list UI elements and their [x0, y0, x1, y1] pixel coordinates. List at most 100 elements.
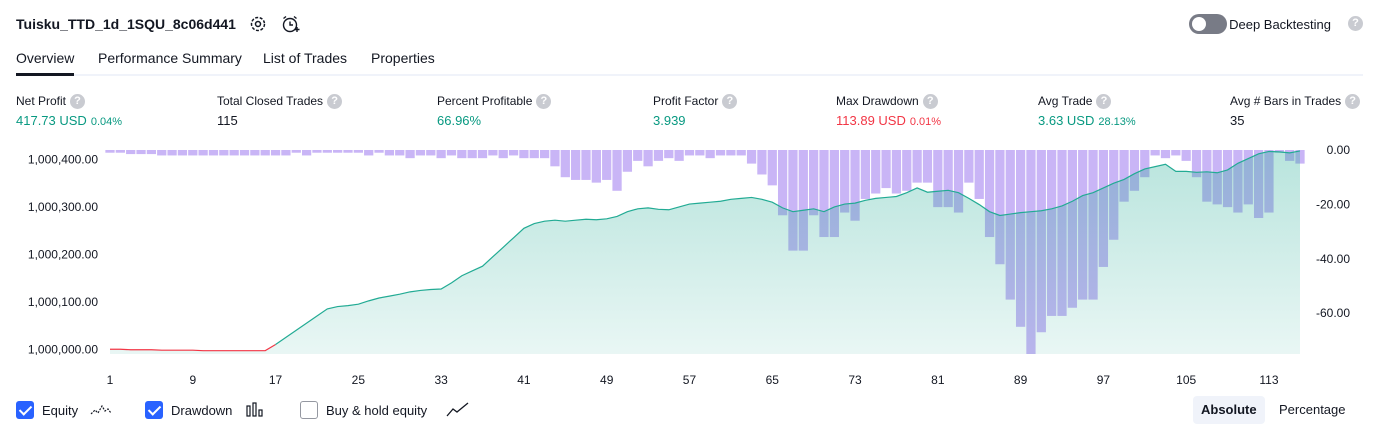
drawdown-bar: [353, 150, 363, 153]
drawdown-bar: [819, 150, 829, 238]
drawdown-bar: [726, 150, 736, 156]
drawdown-bar: [250, 150, 260, 156]
x-tick-label: 105: [1176, 373, 1196, 387]
equity-line: [275, 150, 1301, 346]
x-tick-label: 57: [683, 373, 697, 387]
tab-bar: Overview Performance Summary List of Tra…: [16, 46, 1363, 76]
tab-list-of-trades[interactable]: List of Trades: [263, 50, 348, 66]
drawdown-bar: [1181, 150, 1191, 161]
drawdown-bar: [943, 150, 953, 208]
drawdown-bar: [695, 150, 705, 156]
legend-drawdown[interactable]: Drawdown: [145, 400, 275, 422]
equity-checkbox[interactable]: [16, 401, 34, 419]
y-left-tick-label: 1,000,000.00: [28, 342, 98, 356]
metric-value: 66.96%: [437, 113, 482, 129]
y-left-tick-label: 1,000,400.00: [28, 152, 98, 166]
y-right-tick-label: -20.00: [1316, 197, 1350, 211]
drawdown-bar: [384, 150, 395, 156]
drawdown-bar: [136, 150, 146, 155]
drawdown-bar: [219, 150, 229, 156]
drawdown-bar: [653, 150, 664, 161]
drawdown-bar: [312, 150, 322, 153]
tab-properties[interactable]: Properties: [371, 50, 435, 66]
tab-performance-summary[interactable]: Performance Summary: [98, 50, 242, 66]
legend-label: Buy & hold equity: [326, 403, 428, 418]
drawdown-bar: [829, 150, 839, 238]
metric-max-drawdown: Max Drawdown? 113.89 USD 0.01%: [836, 94, 941, 128]
y-right-tick-label: -60.00: [1316, 306, 1350, 320]
metric-total-closed-trades: Total Closed Trades? 115: [217, 94, 343, 128]
absolute-toggle[interactable]: Absolute: [1193, 396, 1265, 424]
strategy-header: Tuisku_TTD_1d_1SQU_8c06d441 Deep Backtes…: [16, 12, 1363, 38]
metric-percent: 28.13%: [1098, 116, 1136, 129]
drawdown-bar: [550, 150, 560, 167]
metric-net-profit: Net Profit? 417.73 USD 0.04%: [16, 94, 122, 128]
toggle-knob: [1192, 17, 1206, 31]
drawdown-bar: [622, 150, 633, 172]
question-icon[interactable]: ?: [536, 94, 552, 110]
drawdown-bar: [964, 150, 974, 183]
x-tick-label: 113: [1259, 373, 1278, 387]
drawdown-bar: [798, 150, 808, 251]
deep-backtesting-toggle[interactable]: [1189, 14, 1227, 34]
drawdown-bar: [860, 150, 871, 199]
add-alert-clock-icon[interactable]: [281, 14, 301, 34]
x-tick-label: 1: [107, 373, 114, 387]
drawdown-bar: [198, 150, 208, 156]
y-left-tick-label: 1,000,300.00: [28, 200, 98, 214]
drawdown-bar: [674, 150, 684, 161]
drawdown-bar: [974, 150, 984, 199]
drawdown-bar: [571, 150, 581, 180]
x-tick-label: 17: [269, 373, 283, 387]
drawdown-bar: [612, 150, 622, 191]
strategy-title: Tuisku_TTD_1d_1SQU_8c06d441: [16, 16, 236, 32]
drawdown-bar: [529, 150, 539, 159]
metric-value: 113.89 USD: [836, 113, 906, 129]
question-icon[interactable]: ?: [1096, 94, 1112, 110]
equity-line-icon: [90, 401, 112, 424]
drawdown-bar: [643, 150, 653, 167]
metric-percent: 0.01%: [909, 116, 942, 129]
drawdown-bar: [291, 150, 301, 153]
drawdown-bar: [1160, 150, 1171, 159]
drawdown-bar: [1119, 150, 1129, 202]
equity-area: [110, 150, 1301, 354]
metric-label: Percent Profitable: [437, 94, 533, 108]
question-icon[interactable]: ?: [70, 94, 86, 110]
metric-value: 3.939: [653, 113, 686, 129]
percentage-toggle[interactable]: Percentage: [1279, 402, 1346, 417]
drawdown-bar: [364, 150, 374, 156]
drawdown-bar: [664, 150, 674, 159]
y-left-tick-label: 1,000,100.00: [28, 295, 98, 309]
drawdown-checkbox[interactable]: [145, 401, 163, 419]
buy-hold-checkbox[interactable]: [300, 401, 318, 419]
metric-label: Max Drawdown: [836, 94, 919, 108]
x-tick-label: 73: [848, 373, 862, 387]
x-axis: 1 9 17 25 33 41 49 57 65 73 81 89 97 105 113: [107, 373, 1279, 387]
drawdown-bar: [684, 150, 695, 156]
question-icon[interactable]: ?: [1348, 16, 1363, 31]
metric-label: Total Closed Trades: [217, 94, 324, 108]
drawdown-bar: [891, 150, 902, 194]
metric-value: 417.73 USD: [16, 113, 87, 129]
question-icon[interactable]: ?: [722, 94, 738, 110]
question-icon[interactable]: ?: [1345, 94, 1361, 110]
question-icon[interactable]: ?: [922, 94, 938, 110]
question-icon[interactable]: ?: [327, 94, 343, 110]
drawdown-bar: [840, 150, 850, 213]
drawdown-bar: [446, 150, 457, 156]
tab-overview[interactable]: Overview: [16, 50, 75, 76]
legend-equity[interactable]: Equity: [16, 400, 126, 422]
drawdown-bar: [705, 150, 715, 159]
drawdown-bar: [167, 150, 177, 156]
drawdown-bar: [736, 150, 746, 156]
drawdown-bar: [715, 150, 726, 156]
drawdown-bar: [850, 150, 860, 221]
drawdown-bar: [457, 150, 467, 159]
legend-buy-hold-equity[interactable]: Buy & hold equity: [300, 400, 480, 422]
gear-icon[interactable]: [248, 14, 268, 34]
x-tick-label: 41: [517, 373, 531, 387]
drawdown-bar: [488, 150, 498, 156]
drawdown-bar: [933, 150, 943, 208]
drawdown-bar: [519, 150, 529, 159]
